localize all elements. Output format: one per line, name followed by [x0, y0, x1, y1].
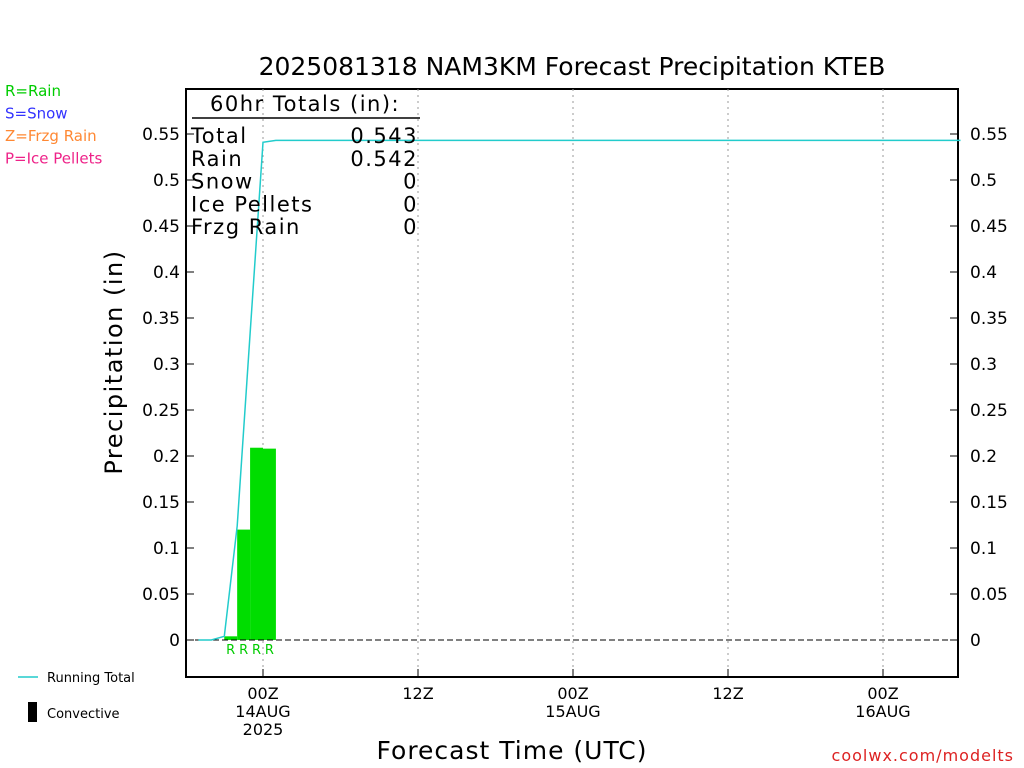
x-tick-label: 15AUG	[545, 702, 600, 721]
y-tick-label-right: 0.35	[970, 309, 1008, 329]
y-tick-label-right: 0.1	[970, 539, 997, 559]
totals-row-label: Snow	[191, 170, 254, 194]
y-tick-label-right: 0.5	[970, 171, 997, 191]
y-tick-label-right: 0.15	[970, 493, 1008, 513]
chart-title: 2025081318 NAM3KM Forecast Precipitation…	[259, 52, 886, 81]
running-total-line	[198, 139, 961, 641]
x-tick-label: 00Z	[247, 684, 278, 703]
y-tick-label-left: 0	[169, 631, 180, 651]
y-tick-label-right: 0.55	[970, 125, 1008, 145]
x-tick-label: 2025	[243, 720, 284, 739]
precip-type-label: R	[239, 643, 248, 658]
y-tick-label-left: 0.15	[142, 493, 180, 513]
precip-type-label: R	[226, 643, 235, 658]
y-tick-label-left: 0.5	[153, 171, 180, 191]
totals-row-value: 0.542	[350, 147, 418, 171]
y-axis-label: Precipitation (in)	[100, 249, 128, 474]
y-tick-label-left: 0.4	[153, 263, 180, 283]
totals-row-label: Rain	[191, 147, 243, 171]
totals-row-value: 0.543	[350, 124, 418, 148]
precip-bar	[224, 636, 238, 640]
y-tick-label-right: 0	[970, 631, 981, 651]
y-tick-label-left: 0.45	[142, 217, 180, 237]
y-tick-label-right: 0.45	[970, 217, 1008, 237]
ptype-legend-item: R=Rain	[5, 82, 61, 100]
legend-convective-swatch	[28, 702, 37, 722]
credit-text: coolwx.com/modelts	[832, 746, 1014, 765]
y-tick-label-left: 0.55	[142, 125, 180, 145]
y-tick-label-right: 0.3	[970, 355, 997, 375]
y-tick-label-left: 0.2	[153, 447, 180, 467]
y-tick-label-left: 0.1	[153, 539, 180, 559]
ptype-legend-item: S=Snow	[5, 105, 68, 123]
y-tick-label-right: 0.2	[970, 447, 997, 467]
x-tick-label: 16AUG	[855, 702, 910, 721]
y-axis-ticks: 0 00.05 0.050.1 0.10.15 0.150.2 0.20.25 0.250.…	[142, 125, 1008, 651]
y-tick-label-right: 0.05	[970, 585, 1008, 605]
totals-row-label: Total	[190, 124, 248, 148]
totals-row-label: Ice Pellets	[191, 192, 313, 216]
precip-bar	[237, 529, 251, 640]
totals-row-value: 0	[403, 170, 418, 194]
ptype-legend-item: Z=Frzg Rain	[5, 127, 97, 145]
precip-bars	[224, 447, 276, 640]
x-tick-label: 12Z	[402, 684, 433, 703]
totals-box: 60hr Totals (in): Total 0.543 Rain 0.542 Sno…	[190, 92, 420, 239]
x-tick-label: 12Z	[712, 684, 743, 703]
y-tick-label-left: 0.3	[153, 355, 180, 375]
ptype-legend-item: P=Ice Pellets	[5, 150, 102, 168]
totals-header: 60hr Totals (in):	[210, 92, 400, 116]
precip-bar	[263, 448, 276, 640]
vertical-gridlines	[262, 89, 884, 677]
x-tick-label: 14AUG	[235, 702, 290, 721]
x-tick-label: 00Z	[867, 684, 898, 703]
legend-convective-label: Convective	[47, 707, 120, 722]
precip-bar	[250, 447, 263, 640]
x-tick-label: 00Z	[557, 684, 588, 703]
plot-frame	[185, 88, 959, 678]
precip-type-label: R	[265, 643, 274, 658]
y-tick-label-left: 0.25	[142, 401, 180, 421]
y-tick-label-left: 0.35	[142, 309, 180, 329]
legend-running-total-label: Running Total	[47, 671, 135, 686]
y-tick-label-right: 0.4	[970, 263, 997, 283]
x-axis-label: Forecast Time (UTC)	[377, 736, 648, 765]
totals-row-value: 0	[403, 215, 418, 239]
totals-row-label: Frzg Rain	[191, 215, 301, 239]
y-tick-label-right: 0.25	[970, 401, 1008, 421]
totals-row-value: 0	[403, 192, 418, 216]
series-legend: Running Total Convective	[18, 671, 135, 722]
precip-type-legend: R=Rain S=Snow Z=Frzg Rain P=Ice Pellets	[5, 82, 102, 168]
y-tick-label-left: 0.05	[142, 585, 180, 605]
precip-type-label: R	[252, 643, 261, 658]
